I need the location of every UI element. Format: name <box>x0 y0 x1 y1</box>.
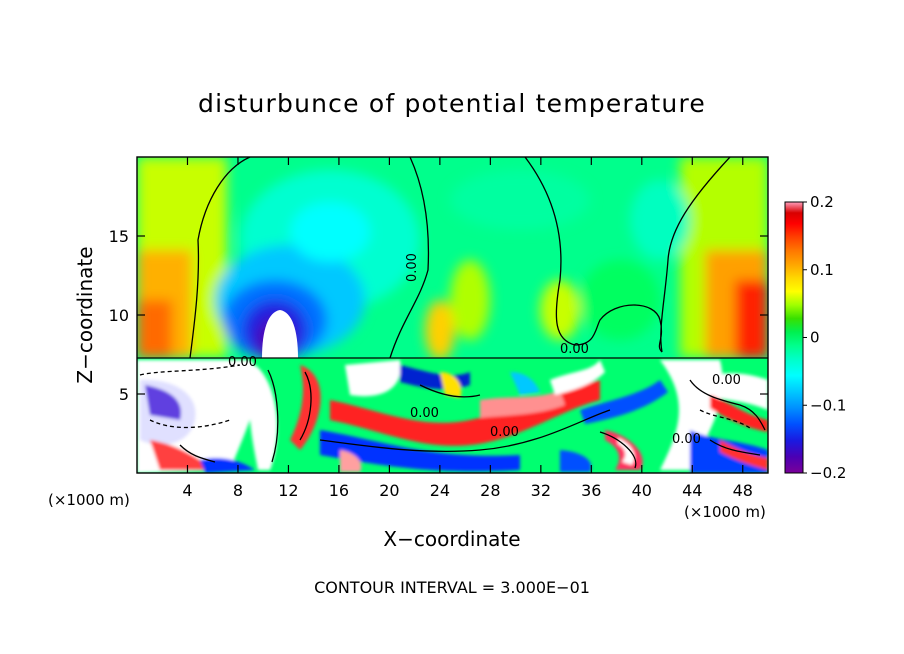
colorbar-ticks: 0.2 0.1 0 −0.1 −0.2 <box>803 193 846 482</box>
colorbar <box>784 201 804 474</box>
x-tick-label: 4 <box>182 481 192 500</box>
x-tick-label: 8 <box>233 481 243 500</box>
contour-label: 0.00 <box>405 253 420 282</box>
colorbar-tick-label: 0.2 <box>810 193 834 211</box>
contour-label: 0.00 <box>410 406 439 421</box>
contour-labels: 0.00 0.00 0.00 0.00 0.00 0.00 0.00 <box>228 253 741 447</box>
x-tick-label: 36 <box>581 481 601 500</box>
x-tick-label: 40 <box>632 481 652 500</box>
contour-label: 0.00 <box>490 425 519 440</box>
contour-lines <box>137 157 768 469</box>
contour-label: 0.00 <box>672 432 701 447</box>
x-tick-label: 32 <box>531 481 551 500</box>
y-tick-label: 5 <box>119 385 129 404</box>
colorbar-tick-label: −0.1 <box>810 396 846 414</box>
x-tick-label: 44 <box>682 481 702 500</box>
x-tick-label: 24 <box>430 481 450 500</box>
contour-interval-note: CONTOUR INTERVAL = 3.000E−01 <box>314 578 590 597</box>
colorbar-tick-label: −0.2 <box>810 464 846 482</box>
heatmap-field <box>137 157 768 473</box>
y-tick-label: 15 <box>109 227 129 246</box>
x-tick-label: 12 <box>278 481 298 500</box>
x-unit-left: (×1000 m) <box>48 491 130 509</box>
x-unit-right: (×1000 m) <box>684 503 766 521</box>
colorbar-tick-label: 0 <box>810 329 820 347</box>
y-axis-label: Z−coordinate <box>73 246 97 383</box>
x-tick-label: 28 <box>480 481 500 500</box>
x-axis-label: X−coordinate <box>383 527 520 551</box>
x-axis: 4 8 12 16 20 24 28 32 36 40 44 48 <box>182 157 753 500</box>
x-tick-label: 16 <box>329 481 349 500</box>
contour-label: 0.00 <box>712 373 741 388</box>
y-tick-label: 10 <box>109 306 129 325</box>
x-tick-label: 48 <box>733 481 753 500</box>
y-axis: 5 10 15 <box>109 227 768 404</box>
contour-label: 0.00 <box>560 342 589 357</box>
contour-label: 0.00 <box>228 355 257 370</box>
colorbar-tick-label: 0.1 <box>810 261 834 279</box>
chart-title: disturbunce of potential temperature <box>198 89 706 118</box>
x-tick-label: 20 <box>379 481 399 500</box>
